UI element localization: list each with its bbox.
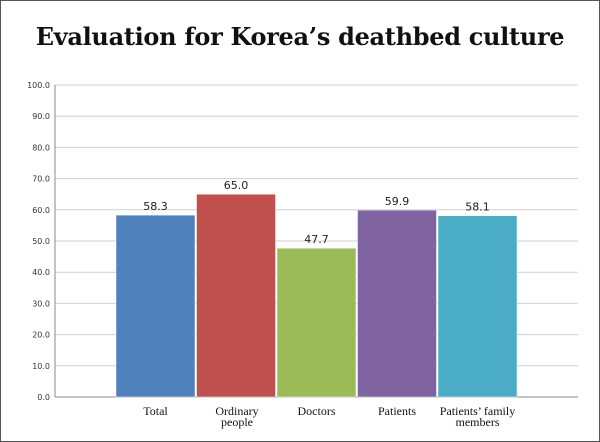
x-tick-label: Patients’ family — [440, 404, 515, 418]
y-tick-label: 50.0 — [32, 237, 50, 246]
bar — [437, 215, 518, 398]
y-tick-label: 70.0 — [32, 175, 50, 184]
y-tick-label: 20.0 — [32, 331, 50, 340]
x-tick-label: Total — [143, 404, 168, 418]
y-tick-label: 100.0 — [27, 81, 50, 90]
y-tick-label: 0.0 — [37, 393, 50, 402]
x-tick-label: members — [456, 415, 500, 429]
data-label: 58.1 — [465, 201, 490, 214]
y-tick-label: 80.0 — [32, 143, 50, 152]
x-tick-label: people — [221, 415, 253, 429]
x-tick-label: Doctors — [298, 404, 336, 418]
data-label: 47.7 — [304, 233, 329, 246]
y-tick-label: 90.0 — [32, 112, 50, 121]
bar — [276, 247, 357, 398]
chart-title: Evaluation for Korea’s deathbed culture — [35, 22, 565, 51]
y-tick-label: 60.0 — [32, 206, 50, 215]
bar — [357, 209, 437, 398]
data-label: 65.0 — [224, 179, 249, 192]
bar — [196, 193, 276, 398]
data-label: 59.9 — [385, 195, 410, 208]
data-label: 58.3 — [143, 200, 168, 213]
x-tick-label: Ordinary — [215, 404, 258, 418]
x-tick-label: Patients — [378, 404, 416, 418]
y-tick-label: 30.0 — [32, 299, 50, 308]
y-tick-label: 40.0 — [32, 268, 50, 277]
bar — [115, 214, 196, 398]
y-tick-label: 10.0 — [32, 362, 50, 371]
